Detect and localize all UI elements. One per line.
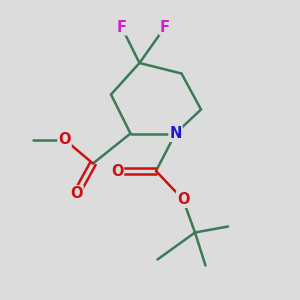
Text: N: N — [169, 126, 182, 141]
Text: O: O — [58, 132, 71, 147]
Text: F: F — [116, 20, 127, 34]
Text: O: O — [177, 192, 189, 207]
Text: O: O — [111, 164, 123, 178]
Text: F: F — [160, 20, 170, 34]
Text: O: O — [70, 186, 83, 201]
